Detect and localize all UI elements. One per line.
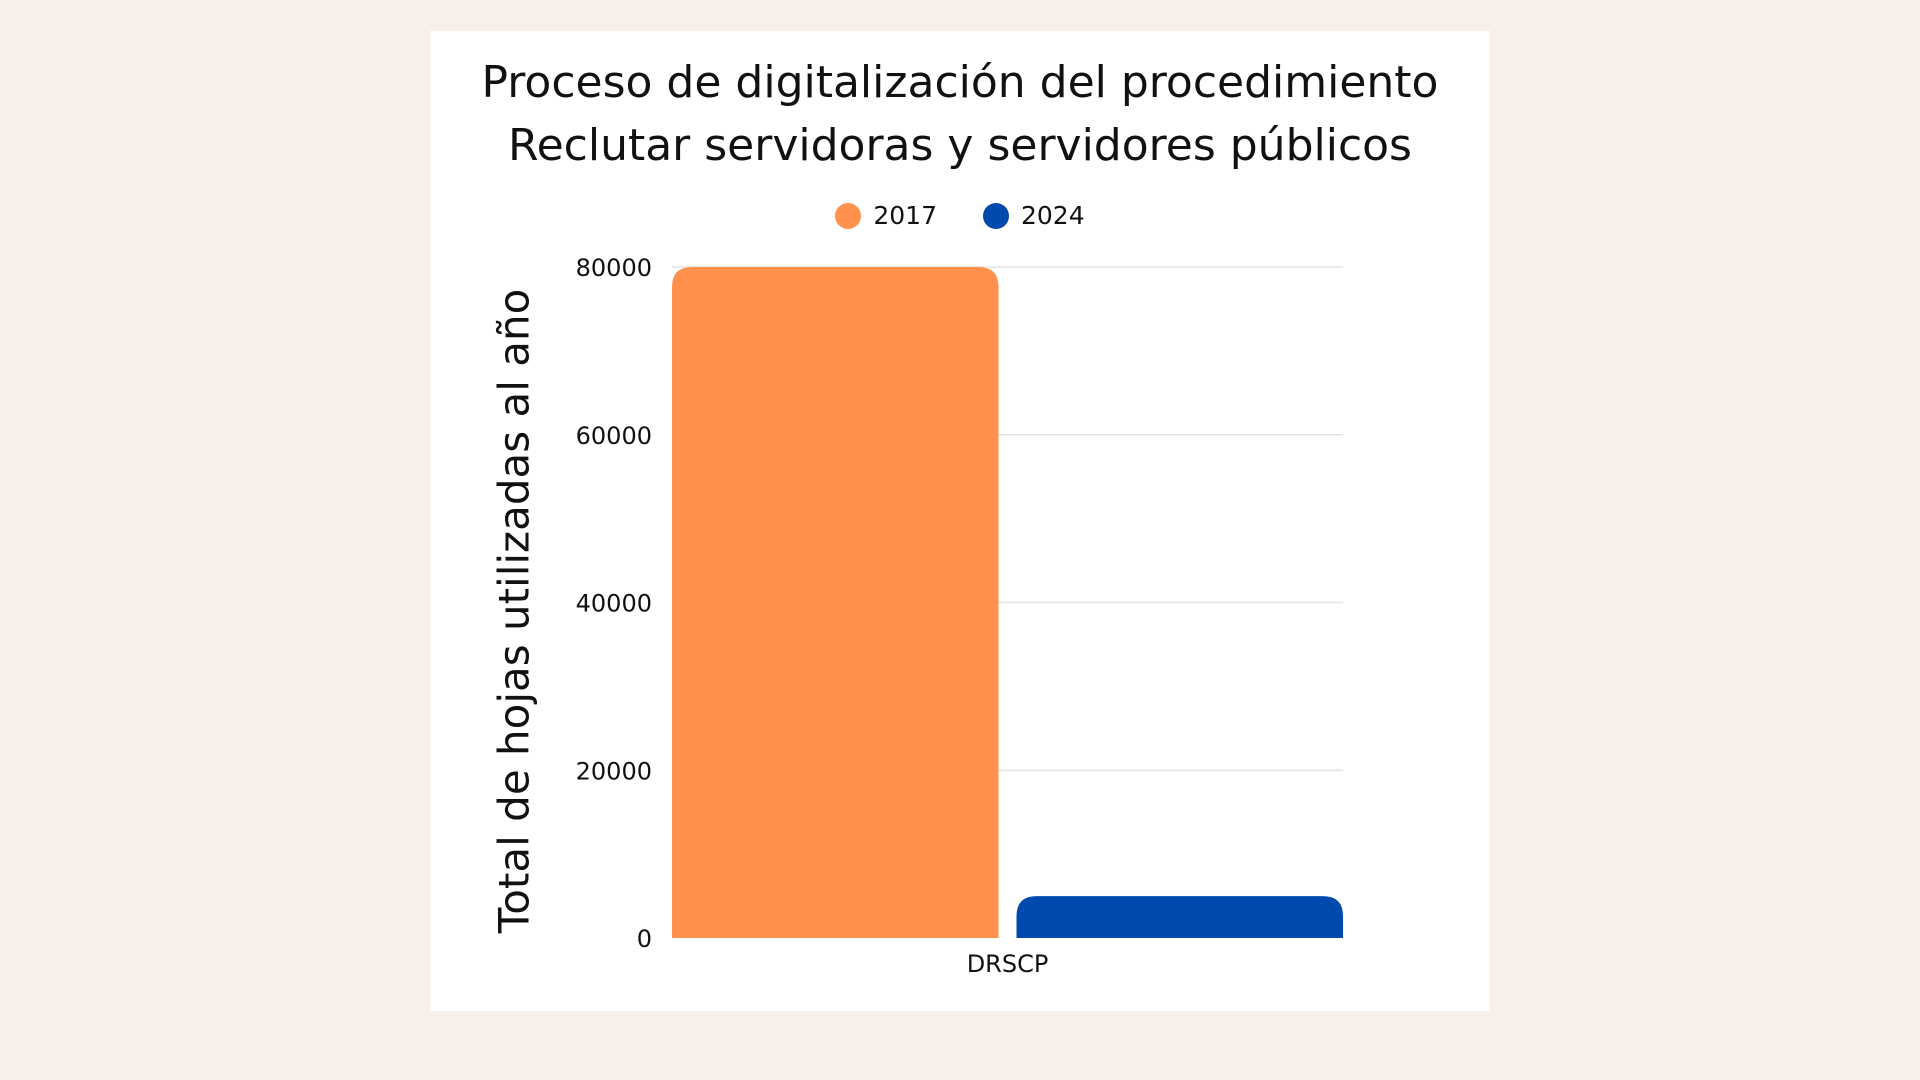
legend-label-2024: 2024 (1021, 201, 1085, 230)
chart-legend: 2017 2024 (430, 201, 1490, 230)
legend-swatch-2017 (835, 202, 862, 229)
chart-title-line-2: Reclutar servidoras y servidores público… (508, 120, 1412, 171)
legend-swatch-2024 (983, 202, 1009, 229)
chart-title-line-1: Proceso de digitalización del procedimie… (481, 57, 1439, 108)
y-tick-label-60000: 60000 (576, 422, 652, 450)
bar-drscp-2017 (672, 267, 999, 938)
y-tick-label-40000: 40000 (576, 590, 652, 618)
chart-card: Proceso de digitalización del procedimie… (430, 31, 1490, 1011)
legend-item-2017: 2017 (835, 201, 937, 230)
y-tick-label-80000: 80000 (576, 254, 652, 282)
chart-title: Proceso de digitalización del procedimie… (430, 51, 1490, 177)
legend-label-2017: 2017 (873, 201, 937, 230)
bar-drscp-2024 (1016, 896, 1343, 938)
x-category-label-drscp: DRSCP (967, 950, 1049, 978)
y-tick-label-20000: 20000 (576, 757, 652, 785)
legend-item-2024: 2024 (983, 201, 1085, 230)
y-tick-label-0: 0 (637, 925, 652, 953)
bar-chart: 0 20000 40000 60000 80000 DRSCP (576, 254, 1343, 978)
